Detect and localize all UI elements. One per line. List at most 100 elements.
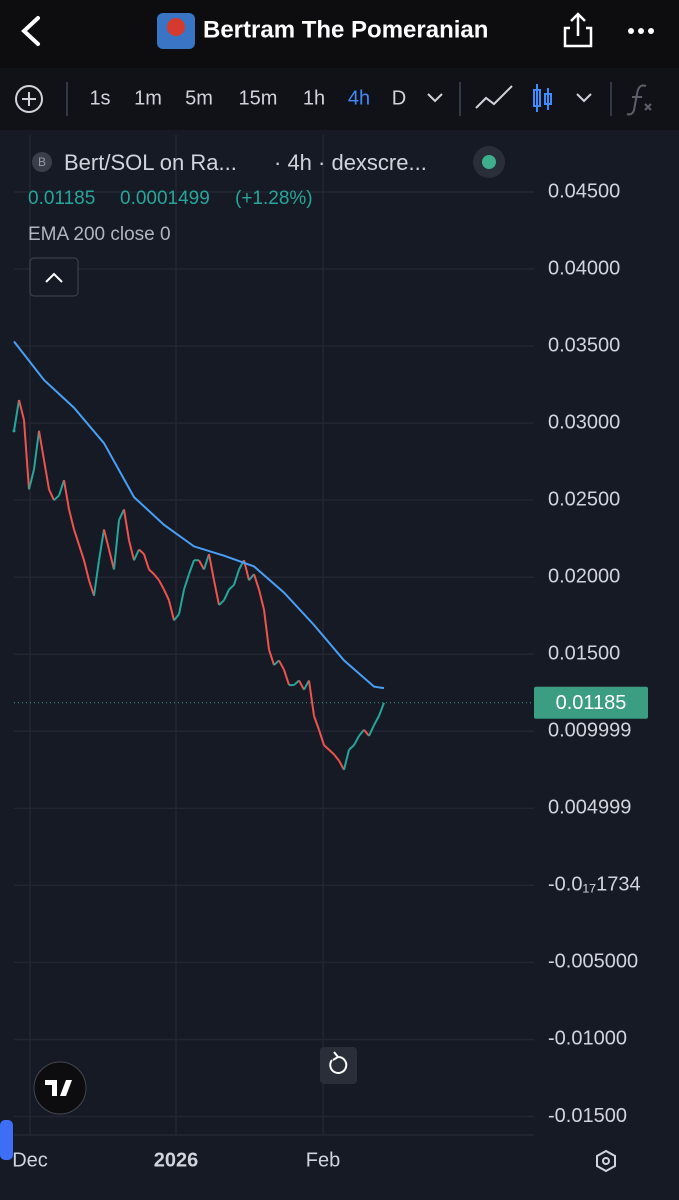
y-tick-label: 0.04000 [548,257,620,279]
reset-button[interactable] [320,1047,357,1084]
more-button[interactable] [628,28,654,34]
price-segment [23,419,30,490]
price-segment [273,659,280,666]
price-segment [173,613,180,621]
price-segment [93,560,100,596]
share-button[interactable] [563,12,593,48]
y-tick-label: 0.03500 [548,334,620,356]
price-segment [168,600,175,621]
back-button[interactable] [21,16,40,46]
price-segment [373,715,380,726]
settings-icon [602,1157,610,1165]
price-segment [303,679,310,691]
price-segment [113,520,120,570]
price-segment [133,549,140,561]
price-segment [233,569,240,586]
chart-type-dropdown[interactable] [576,93,592,103]
price-segment [78,544,85,561]
price-segment [348,744,355,751]
page-title: Bertram The Pomeranian [203,16,488,43]
price-segment [228,584,235,591]
price-segment [38,430,45,461]
price-segment [33,430,40,470]
price-segment [223,589,230,601]
y-tick-label: 0.02500 [548,488,620,510]
interval-button[interactable]: 15m [239,87,278,109]
symbol-source: · 4h · dexscre... [274,150,427,175]
interval-button[interactable]: 5m [185,87,213,109]
price-segment [138,548,145,555]
y-tick-label: 0.03000 [548,411,620,433]
y-tick-label: 0.02000 [548,566,620,588]
add-button[interactable] [15,85,43,113]
chart-type-line[interactable] [475,85,513,109]
x-tick-label: 2026 [154,1149,199,1171]
x-tick-label: Dec [12,1149,48,1171]
price-segment [343,749,350,771]
price-segment [198,559,205,570]
price-segment [163,589,170,601]
symbol-icon-letter: B [38,155,46,169]
price-segment [83,560,90,581]
tradingview-logo[interactable] [33,1061,87,1115]
price-segment [18,399,25,421]
price-segment [338,760,345,771]
interval-button[interactable]: D [392,87,406,109]
price-segment [118,509,125,521]
price-segment [278,659,285,671]
price-segment [268,649,275,666]
price-segment [363,729,370,737]
price-segment [328,749,335,756]
legend-price: 0.01185 [28,188,95,209]
x-tick-label: Feb [306,1149,340,1171]
side-tab[interactable] [0,1120,13,1160]
plot-area [12,135,534,1136]
price-segment [283,669,290,686]
indicators-button[interactable] [626,84,652,116]
y-tick-label: -0.01500 [548,1105,627,1127]
price-segment [253,573,260,590]
tradingview-mark [45,1080,72,1096]
interval-button[interactable]: 4h [348,87,370,109]
price-segment [63,479,70,510]
price-segment [218,599,225,606]
price-segment [178,589,185,615]
y-tick-label: -0.005000 [548,951,638,973]
y-tick-label: -0.01000 [548,1028,627,1050]
chart-type-candles[interactable] [533,84,552,112]
interval-button[interactable]: 1s [89,87,110,109]
price-segment [153,573,160,581]
avatar-hat [167,18,185,36]
interval-dropdown[interactable] [427,93,443,103]
price-segment [323,744,330,751]
price-segment [308,680,315,717]
price-segment [333,753,340,762]
price-segment [183,573,190,590]
price-segment [43,459,50,490]
price-segment [368,724,375,737]
price-segment [53,494,60,501]
price-segment [128,539,135,561]
price-segment [203,553,210,570]
collapse-legend-button[interactable] [29,257,79,297]
price-segment [58,479,65,496]
price-segment [263,609,270,650]
price-segment [88,579,95,597]
y-tick-label: 0.04500 [548,180,620,202]
price-segment [98,529,105,561]
settings-button[interactable] [596,1149,616,1173]
price-segment [158,579,165,591]
legend-change-percent: (+1.28%) [235,188,313,209]
price-segment [318,729,325,746]
interval-button[interactable]: 1h [303,87,325,109]
interval-button[interactable]: 1m [134,87,162,109]
price-segment [258,589,265,610]
last-price-label: 0.01185 [556,692,627,714]
price-segment [48,488,55,501]
price-segment [298,679,305,691]
price-segment [68,509,75,530]
indicator-legend: EMA 200 close 0 [28,224,171,245]
price-segment [188,559,195,575]
